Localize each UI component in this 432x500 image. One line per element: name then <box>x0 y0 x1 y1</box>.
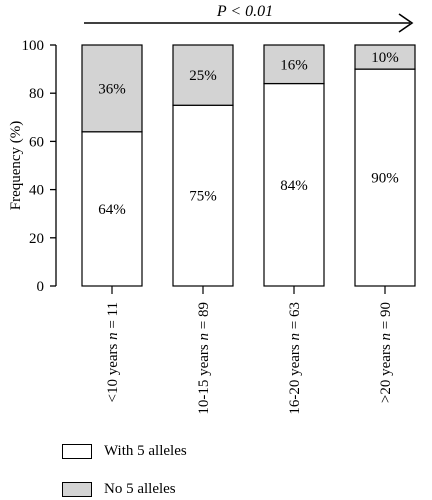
legend-swatch-with-5-alleles <box>62 444 92 459</box>
y-tick-label-0: 0 <box>37 279 45 295</box>
bar-no-5-alleles-4 <box>354 44 416 70</box>
data-label-no-5-alleles-3: 16% <box>280 57 308 73</box>
data-label-no-5-alleles-1: 36% <box>98 81 126 97</box>
category-label-2: 10-15 years n = 89 <box>196 302 212 415</box>
data-label-no-5-alleles-4: 10% <box>371 50 399 66</box>
legend-item-no-5-alleles: No 5 alleles <box>62 481 176 498</box>
category-label-1: <10 years n = 11 <box>105 302 121 403</box>
y-tick-label-80: 80 <box>29 86 44 102</box>
bar-no-5-alleles-2 <box>172 44 234 106</box>
bar-with-5-alleles-3 <box>263 82 325 287</box>
y-tick-label-100: 100 <box>22 38 45 54</box>
y-tick-label-60: 60 <box>29 134 44 150</box>
data-label-with-5-alleles-1: 64% <box>98 202 126 218</box>
p-value-annotation: P < 0.01 <box>216 3 273 20</box>
bar-with-5-alleles-4 <box>354 68 416 287</box>
category-label-4: >20 years n = 90 <box>378 302 394 403</box>
data-label-with-5-alleles-2: 75% <box>189 189 217 205</box>
legend-label-with-5-alleles: With 5 alleles <box>104 443 187 459</box>
y-axis-label: Frequency (%) <box>8 121 24 211</box>
y-tick-label-20: 20 <box>29 231 44 247</box>
data-label-with-5-alleles-4: 90% <box>371 171 399 187</box>
bar-no-5-alleles-1 <box>81 44 143 133</box>
legend-swatch-no-5-alleles <box>62 482 92 497</box>
bar-with-5-alleles-1 <box>81 131 143 287</box>
legend-label-no-5-alleles: No 5 alleles <box>104 481 176 497</box>
bar-no-5-alleles-3 <box>263 44 325 85</box>
category-label-3: 16-20 years n = 63 <box>287 302 303 415</box>
legend-item-with-5-alleles: With 5 alleles <box>62 443 187 460</box>
data-label-with-5-alleles-3: 84% <box>280 178 308 194</box>
data-label-no-5-alleles-2: 25% <box>189 68 217 84</box>
trend-arrow-head <box>398 13 414 33</box>
y-tick-label-40: 40 <box>29 183 44 199</box>
